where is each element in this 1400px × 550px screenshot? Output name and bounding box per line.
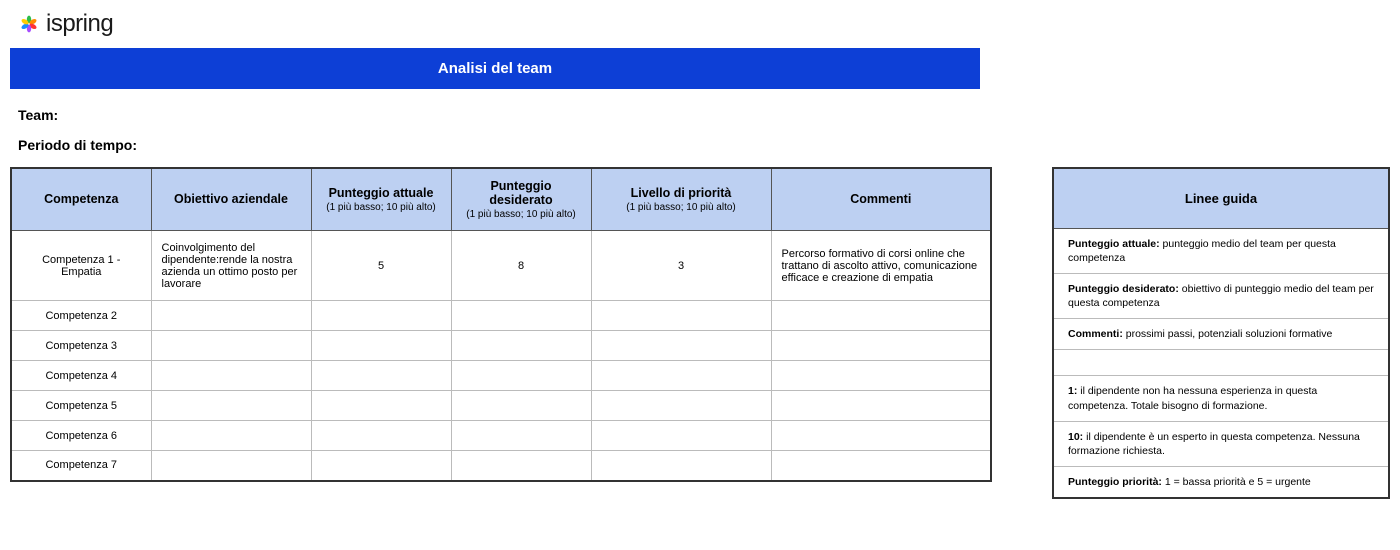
cell-priorita: 3 [591, 231, 771, 301]
cell-desiderato [451, 421, 591, 451]
cell-priorita [591, 451, 771, 481]
col-header-competenza: Competenza [11, 168, 151, 231]
guideline-term: Punteggio attuale: [1068, 238, 1160, 250]
cell-commenti [771, 361, 991, 391]
cell-competenza: Competenza 4 [11, 361, 151, 391]
guideline-item: Punteggio desiderato: obiettivo di punte… [1053, 273, 1389, 318]
meta-period: Periodo di tempo: [18, 137, 1390, 153]
guidelines-panel: Linee guida Punteggio attuale: punteggio… [1052, 167, 1390, 499]
cell-commenti [771, 391, 991, 421]
cell-attuale [311, 451, 451, 481]
table-row: Competenza 6 [11, 421, 991, 451]
guideline-text: prossimi passi, potenziali soluzioni for… [1123, 328, 1333, 340]
table-row: Competenza 3 [11, 331, 991, 361]
cell-commenti [771, 451, 991, 481]
meta-team-label: Team: [18, 107, 58, 123]
cell-attuale [311, 301, 451, 331]
cell-priorita [591, 421, 771, 451]
table-row: Competenza 5 [11, 391, 991, 421]
guideline-spacer [1053, 350, 1389, 376]
cell-desiderato [451, 331, 591, 361]
table-header-row: Competenza Obiettivo aziendale Punteggio… [11, 168, 991, 231]
cell-obiettivo: Coinvolgimento del dipendente:rende la n… [151, 231, 311, 301]
guidelines-title: Linee guida [1053, 168, 1389, 228]
cell-obiettivo [151, 391, 311, 421]
guideline-term: Punteggio priorità: [1068, 476, 1162, 488]
cell-obiettivo [151, 451, 311, 481]
cell-competenza: Competenza 5 [11, 391, 151, 421]
guideline-row: 1: il dipendente non ha nessuna esperien… [1053, 376, 1389, 421]
cell-desiderato [451, 391, 591, 421]
cell-priorita [591, 361, 771, 391]
guideline-row: 10: il dipendente è un esperto in questa… [1053, 421, 1389, 466]
cell-desiderato [451, 451, 591, 481]
cell-obiettivo [151, 421, 311, 451]
cell-attuale [311, 331, 451, 361]
cell-competenza: Competenza 6 [11, 421, 151, 451]
guideline-row [1053, 350, 1389, 376]
guideline-row: Commenti: prossimi passi, potenziali sol… [1053, 319, 1389, 350]
col-header-attuale: Punteggio attuale (1 più basso; 10 più a… [311, 168, 451, 231]
guideline-text: il dipendente è un esperto in questa com… [1068, 431, 1360, 457]
col-header-priorita: Livello di priorità (1 più basso; 10 più… [591, 168, 771, 231]
cell-obiettivo [151, 301, 311, 331]
cell-desiderato [451, 361, 591, 391]
guideline-term: 10: [1068, 431, 1083, 443]
guideline-item: Punteggio priorità: 1 = bassa priorità e… [1053, 467, 1389, 499]
col-header-obiettivo: Obiettivo aziendale [151, 168, 311, 231]
brand-logo: ispring [10, 10, 1390, 38]
guideline-item: Punteggio attuale: punteggio medio del t… [1053, 228, 1389, 273]
ispring-asterisk-icon [18, 13, 40, 35]
cell-commenti: Percorso formativo di corsi online che t… [771, 231, 991, 301]
cell-commenti [771, 421, 991, 451]
meta-team: Team: [18, 107, 1390, 123]
cell-attuale [311, 391, 451, 421]
competency-table: Competenza Obiettivo aziendale Punteggio… [10, 167, 992, 482]
cell-competenza: Competenza 3 [11, 331, 151, 361]
cell-competenza: Competenza 1 - Empatia [11, 231, 151, 301]
cell-competenza: Competenza 2 [11, 301, 151, 331]
guideline-text: il dipendente non ha nessuna esperienza … [1068, 385, 1317, 411]
guideline-item: 1: il dipendente non ha nessuna esperien… [1053, 376, 1389, 421]
guideline-row: Punteggio attuale: punteggio medio del t… [1053, 228, 1389, 273]
col-header-commenti: Commenti [771, 168, 991, 231]
cell-commenti [771, 331, 991, 361]
cell-priorita [591, 391, 771, 421]
guideline-term: Punteggio desiderato: [1068, 283, 1179, 295]
table-row: Competenza 4 [11, 361, 991, 391]
cell-competenza: Competenza 7 [11, 451, 151, 481]
page-title-bar: Analisi del team [10, 48, 980, 89]
guideline-row: Punteggio desiderato: obiettivo di punte… [1053, 273, 1389, 318]
table-row: Competenza 2 [11, 301, 991, 331]
cell-attuale: 5 [311, 231, 451, 301]
col-header-desiderato: Punteggio desiderato (1 più basso; 10 pi… [451, 168, 591, 231]
cell-desiderato: 8 [451, 231, 591, 301]
meta-period-label: Periodo di tempo: [18, 137, 137, 153]
page-title: Analisi del team [438, 60, 552, 77]
table-row: Competenza 7 [11, 451, 991, 481]
cell-attuale [311, 421, 451, 451]
brand-name: ispring [46, 10, 113, 38]
cell-priorita [591, 331, 771, 361]
cell-obiettivo [151, 331, 311, 361]
cell-desiderato [451, 301, 591, 331]
cell-priorita [591, 301, 771, 331]
guideline-term: Commenti: [1068, 328, 1123, 340]
cell-commenti [771, 301, 991, 331]
guideline-item: Commenti: prossimi passi, potenziali sol… [1053, 319, 1389, 350]
guideline-text: 1 = bassa priorità e 5 = urgente [1162, 476, 1311, 488]
guideline-row: Punteggio priorità: 1 = bassa priorità e… [1053, 467, 1389, 499]
cell-attuale [311, 361, 451, 391]
table-row: Competenza 1 - EmpatiaCoinvolgimento del… [11, 231, 991, 301]
cell-obiettivo [151, 361, 311, 391]
guideline-item: 10: il dipendente è un esperto in questa… [1053, 421, 1389, 466]
guideline-term: 1: [1068, 385, 1077, 397]
